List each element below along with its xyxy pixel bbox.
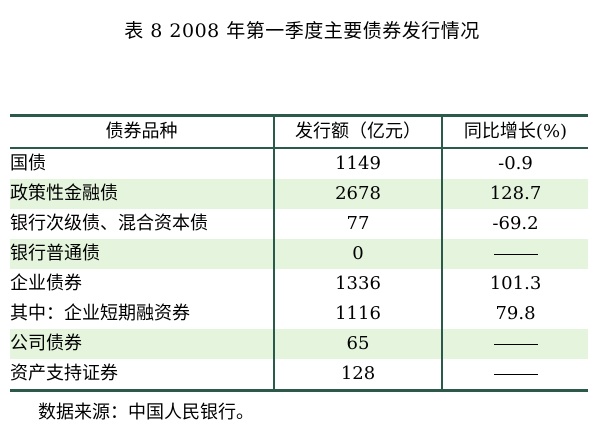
bond-name: 国债 <box>10 153 46 174</box>
bond-amount: 128 <box>273 359 442 391</box>
table-title: 表 8 2008 年第一季度主要债券发行情况 <box>124 20 480 42</box>
no-data-dash <box>493 343 538 345</box>
bond-yoy: 79.8 <box>441 299 588 329</box>
table-row: 银行次级债、混合资本债 77 -69.2 <box>10 209 588 239</box>
table-row: 其中：企业短期融资券 1116 79.8 <box>10 299 588 329</box>
bond-name: 资产支持证券 <box>10 363 118 384</box>
bond-amount: 2678 <box>273 179 442 209</box>
table-row: 银行普通债 0 <box>10 239 588 269</box>
bond-yoy: 101.3 <box>441 269 588 299</box>
bond-name: 其中：企业短期融资券 <box>10 303 190 324</box>
bond-yoy: -0.9 <box>441 148 588 179</box>
no-data-dash <box>493 373 538 375</box>
data-source-note: 数据来源：中国人民银行。 <box>38 402 254 423</box>
bond-amount: 77 <box>273 209 442 239</box>
bond-amount: 1149 <box>273 148 442 179</box>
bond-issuance-table: 债券品种 发行额（亿元） 同比增长(%) 国债 1149 -0.9 政策性金融债… <box>10 114 588 392</box>
bond-amount: 1116 <box>273 299 442 329</box>
bond-yoy: -69.2 <box>441 209 588 239</box>
header-bond-type: 债券品种 <box>10 115 274 149</box>
bond-name: 企业债券 <box>10 273 82 294</box>
bond-name: 银行普通债 <box>10 243 100 264</box>
table-row: 国债 1149 -0.9 <box>10 148 588 179</box>
bond-yoy <box>441 329 588 359</box>
bond-name: 政策性金融债 <box>10 183 118 204</box>
table-row: 企业债券 1336 101.3 <box>10 269 588 299</box>
bond-amount: 1336 <box>273 269 442 299</box>
header-amount: 发行额（亿元） <box>273 115 442 149</box>
bond-name: 银行次级债、混合资本债 <box>10 213 208 234</box>
bond-yoy: 128.7 <box>441 179 588 209</box>
bond-name: 公司债券 <box>10 333 82 354</box>
no-data-dash <box>493 253 538 255</box>
bond-amount: 65 <box>273 329 442 359</box>
bond-yoy <box>441 359 588 391</box>
bond-amount: 0 <box>273 239 442 269</box>
table-row: 公司债券 65 <box>10 329 588 359</box>
header-yoy-growth: 同比增长(%) <box>441 115 588 149</box>
bond-yoy <box>441 239 588 269</box>
table-row: 政策性金融债 2678 128.7 <box>10 179 588 209</box>
table-header-row: 债券品种 发行额（亿元） 同比增长(%) <box>10 115 588 149</box>
table-row: 资产支持证券 128 <box>10 359 588 391</box>
